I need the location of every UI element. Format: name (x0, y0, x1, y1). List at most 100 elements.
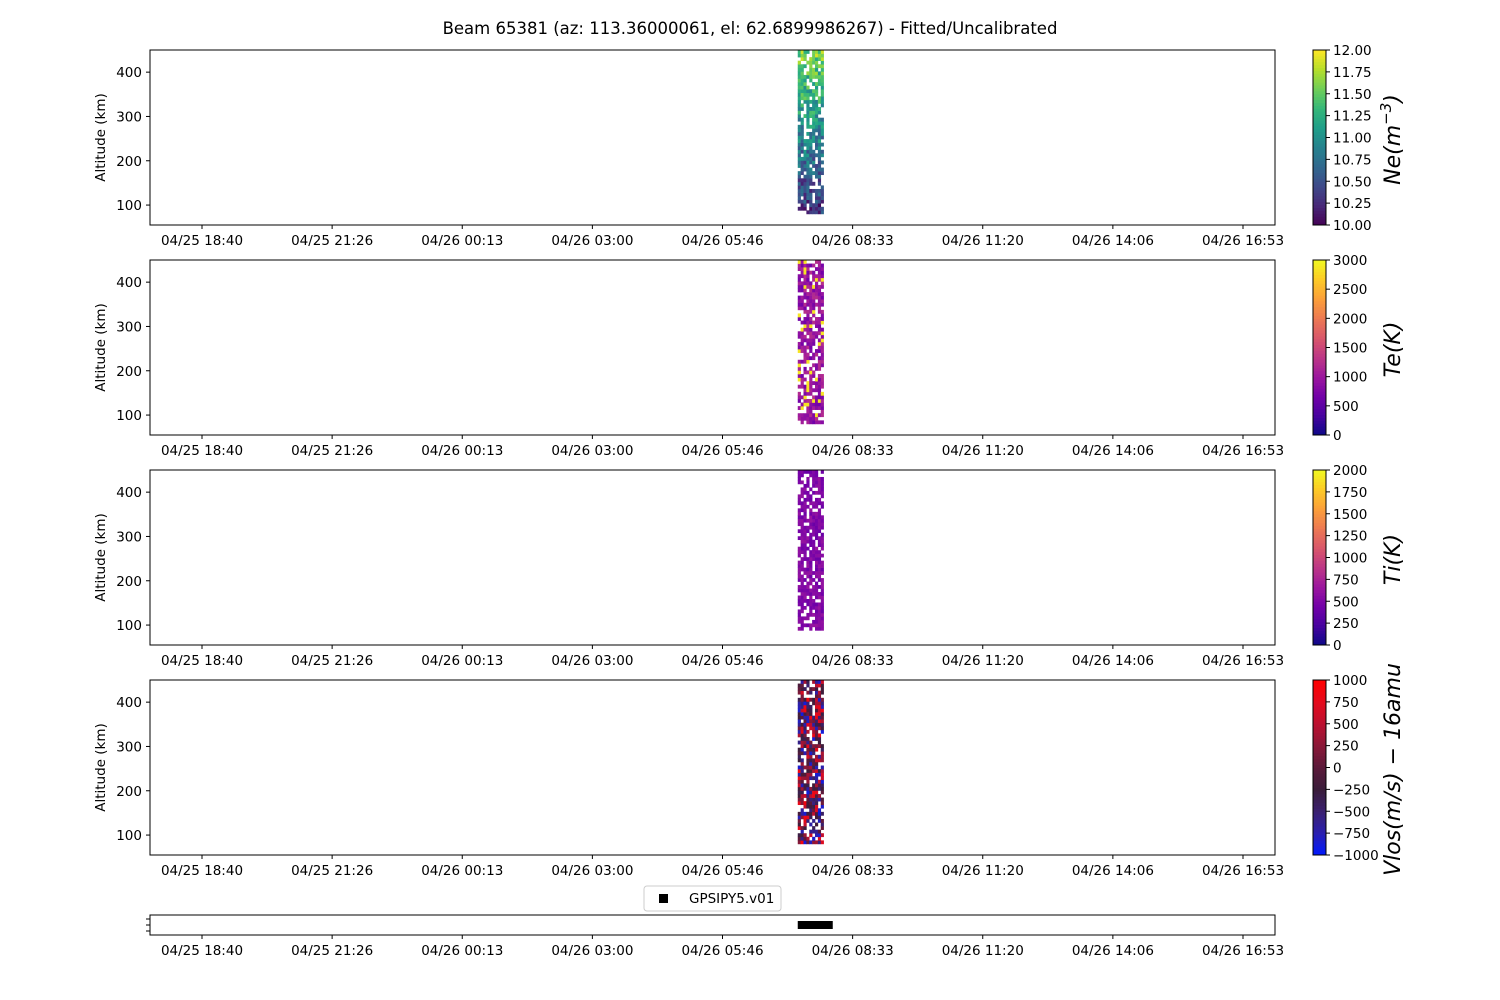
data-cell (806, 370, 810, 375)
data-cell (814, 683, 819, 688)
data-cell (814, 74, 819, 79)
colorbar-segment (1313, 545, 1326, 550)
data-cell (820, 826, 824, 830)
data-cell (817, 815, 822, 820)
data-cell (803, 511, 807, 516)
data-cell (814, 192, 819, 197)
data-cell (806, 110, 810, 115)
data-cell (817, 156, 822, 161)
data-cell (803, 338, 807, 343)
colorbar-segment (1313, 470, 1326, 474)
data-cell (812, 121, 816, 126)
colorbar-segment (1313, 618, 1326, 623)
data-cell (800, 57, 804, 61)
colorbar-segment (1313, 417, 1326, 421)
data-cell (812, 747, 816, 752)
data-cell (809, 381, 813, 386)
data-cell (814, 567, 819, 572)
colorbar-segment (1313, 790, 1326, 795)
data-cell (812, 352, 816, 357)
data-cell (817, 402, 822, 407)
data-cell (800, 345, 804, 350)
data-cell (809, 543, 813, 548)
data-cell (814, 363, 819, 368)
data-cell (812, 758, 816, 763)
data-cell (820, 522, 824, 527)
data-cell (817, 142, 822, 147)
data-cell (809, 581, 813, 586)
data-cell (812, 60, 816, 65)
data-cell (809, 553, 813, 558)
data-cell (820, 74, 824, 79)
data-cell (812, 402, 816, 407)
data-cell (797, 616, 801, 621)
colorbar-tick-label: 11.75 (1333, 65, 1372, 81)
x-tick-label: 04/26 00:13 (421, 943, 503, 959)
data-cell (800, 117, 804, 122)
data-cell (797, 78, 801, 83)
data-cell (814, 694, 819, 699)
colorbar-tick-label: 2500 (1333, 282, 1367, 298)
heatmap-cells (797, 470, 824, 631)
y-tick-label: 400 (116, 695, 142, 711)
data-cell (806, 185, 810, 190)
data-cell (812, 74, 816, 79)
data-cell (814, 701, 819, 706)
data-cell (809, 377, 813, 382)
data-cell (812, 522, 816, 527)
data-cell (806, 402, 810, 407)
data-cell (817, 203, 822, 208)
data-cell (820, 683, 824, 688)
data-cell (817, 522, 822, 527)
data-cell (814, 715, 819, 720)
data-cell (812, 722, 816, 727)
colorbar-segment (1313, 152, 1326, 156)
data-cell (809, 263, 813, 268)
data-cell (797, 609, 801, 614)
data-cell (800, 532, 804, 537)
colorbar-segment (1313, 50, 1326, 54)
y-tick-label: 200 (116, 784, 142, 800)
data-cell (800, 680, 804, 684)
data-cell (800, 683, 804, 688)
data-cell (817, 701, 822, 706)
data-cell (820, 295, 824, 300)
data-cell (812, 107, 816, 111)
data-cell (803, 833, 807, 838)
data-cell (820, 356, 824, 361)
data-cell (817, 128, 822, 133)
data-cell (809, 299, 813, 304)
data-cell (814, 546, 819, 551)
colorbar-segment (1313, 639, 1326, 643)
data-cell (814, 295, 819, 300)
data-cell (806, 772, 810, 777)
data-cell (800, 494, 804, 499)
colorbar-segment (1313, 688, 1326, 693)
data-cell (817, 501, 822, 506)
data-cell (803, 623, 807, 628)
data-cell (809, 160, 813, 165)
data-cell (800, 501, 804, 506)
x-tick-label: 04/26 16:53 (1202, 943, 1284, 959)
data-cell (820, 539, 824, 544)
data-cell (809, 388, 813, 393)
data-point (809, 921, 815, 929)
data-cell (812, 744, 816, 749)
data-cell (797, 546, 801, 551)
data-cell (820, 708, 824, 713)
data-cell (800, 605, 804, 610)
colorbar-segment (1313, 787, 1326, 792)
data-cell (803, 174, 807, 179)
data-cell (809, 612, 813, 617)
data-cell (817, 153, 822, 158)
data-cell (800, 131, 804, 136)
x-tick-label: 04/26 00:13 (421, 233, 503, 249)
data-cell (820, 131, 824, 136)
data-cell (809, 790, 813, 795)
colorbar-segment (1313, 621, 1326, 626)
data-cell (814, 602, 819, 607)
data-cell (817, 733, 822, 738)
data-cell (812, 363, 816, 368)
colorbar-segment (1313, 192, 1326, 197)
data-cell (800, 413, 804, 418)
